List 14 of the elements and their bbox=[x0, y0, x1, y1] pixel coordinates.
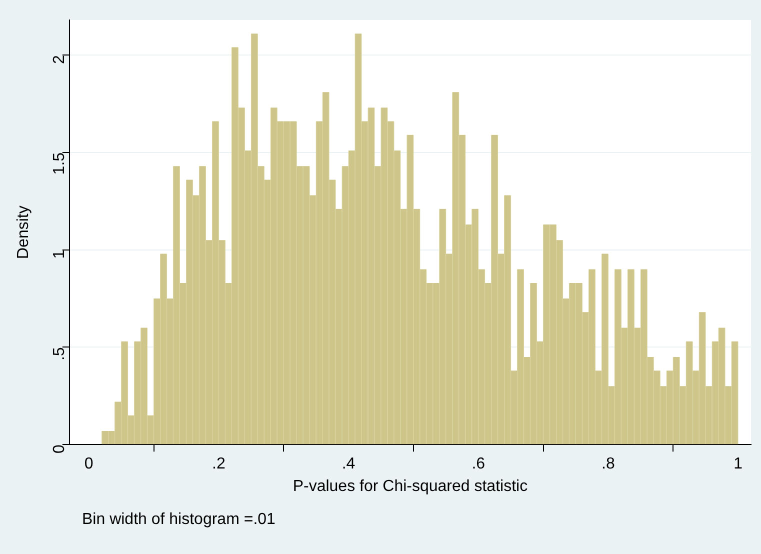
y-tick-label: 1 bbox=[50, 250, 68, 259]
y-axis-title: Density bbox=[15, 206, 32, 259]
y-tick-label: 1.5 bbox=[50, 152, 68, 175]
x-axis-title: P-values for Chi-squared statistic bbox=[292, 478, 528, 495]
x-tick-label: 1 bbox=[734, 456, 743, 473]
y-tick-label: .5 bbox=[50, 347, 68, 361]
x-tick-label: .8 bbox=[602, 456, 615, 473]
y-tick-label: 0 bbox=[50, 444, 68, 454]
text: Bin width of histogram =.01 bbox=[82, 511, 276, 529]
x-tick-label: .6 bbox=[472, 456, 486, 473]
x-tick-label: 0 bbox=[84, 456, 94, 473]
y-tick-label: 2 bbox=[50, 54, 68, 64]
x-tick-label: .2 bbox=[212, 456, 226, 473]
x-tick-label: .4 bbox=[342, 456, 356, 473]
